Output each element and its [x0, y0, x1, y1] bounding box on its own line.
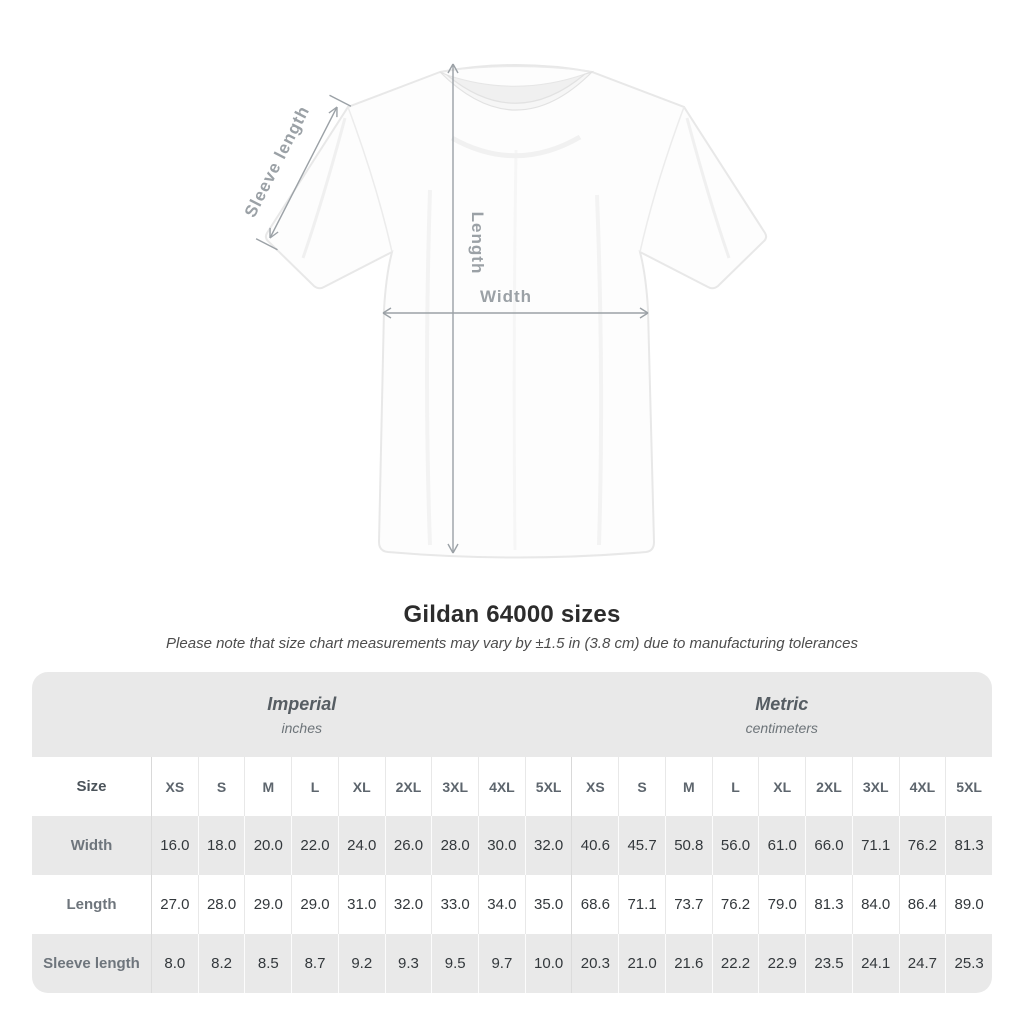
size-col: 5XL: [945, 757, 992, 816]
size-col: XL: [758, 757, 805, 816]
size-col: 3XL: [431, 757, 478, 816]
cell: 9.2: [337, 934, 385, 993]
metric-label: Metric: [755, 693, 809, 714]
length-dimension-arrow: [447, 63, 459, 554]
cell: 79.0: [758, 875, 805, 934]
size-col: XS: [571, 757, 618, 816]
size-col: 4XL: [898, 757, 946, 816]
cell: 71.1: [851, 816, 899, 875]
cell: 8.7: [291, 934, 338, 993]
cell: 10.0: [524, 934, 572, 993]
size-col: 4XL: [478, 757, 525, 816]
cell: 8.2: [197, 934, 245, 993]
cell: 35.0: [524, 875, 572, 934]
size-col: L: [711, 757, 759, 816]
cell: 22.2: [711, 934, 759, 993]
cell: 73.7: [664, 875, 712, 934]
cell: 28.0: [431, 816, 478, 875]
cell: 27.0: [151, 875, 198, 934]
size-col: M: [244, 757, 291, 816]
cell: 34.0: [478, 875, 525, 934]
cell: 71.1: [618, 875, 665, 934]
size-header-row: Size XS S M L XL 2XL 3XL 4XL 5XL XS S M …: [32, 757, 992, 816]
cell: 24.0: [337, 816, 385, 875]
row-label: Sleeve length: [43, 955, 140, 972]
tolerance-note: Please note that size chart measurements…: [166, 635, 858, 652]
cell: 8.0: [151, 934, 198, 993]
cell: 45.7: [618, 816, 665, 875]
imperial-header: Imperial inches: [32, 672, 572, 757]
size-col: XS: [151, 757, 198, 816]
table-row-width: Width 16.0 18.0 20.0 22.0 24.0 26.0 28.0…: [32, 816, 992, 875]
size-col: L: [291, 757, 338, 816]
cell: 61.0: [758, 816, 805, 875]
cell: 40.6: [571, 816, 618, 875]
cell: 81.3: [805, 875, 852, 934]
tshirt-illustration: [264, 64, 768, 559]
cell: 68.6: [571, 875, 618, 934]
metric-units: centimeters: [745, 719, 818, 736]
cell: 9.3: [384, 934, 432, 993]
cell: 31.0: [337, 875, 385, 934]
unit-header-band: Imperial inches Metric centimeters: [32, 672, 992, 757]
size-col: 2XL: [384, 757, 432, 816]
cell: 20.0: [244, 816, 291, 875]
cell: 84.0: [851, 875, 899, 934]
cell: 18.0: [197, 816, 245, 875]
size-table: Imperial inches Metric centimeters Size …: [32, 672, 992, 993]
sleeve-length-dimension-arrow: [255, 94, 352, 251]
size-col: 5XL: [524, 757, 572, 816]
size-col: M: [664, 757, 712, 816]
cell: 32.0: [384, 875, 432, 934]
imperial-units: inches: [281, 719, 322, 736]
cell: 20.3: [571, 934, 618, 993]
width-label: Width: [480, 287, 532, 306]
metric-header: Metric centimeters: [572, 672, 993, 757]
cell: 22.0: [291, 816, 338, 875]
cell: 33.0: [431, 875, 478, 934]
size-col: 2XL: [805, 757, 852, 816]
cell: 29.0: [291, 875, 338, 934]
cell: 24.1: [851, 934, 899, 993]
cell: 9.7: [478, 934, 525, 993]
cell: 76.2: [898, 816, 946, 875]
cell: 21.6: [664, 934, 712, 993]
cell: 76.2: [711, 875, 759, 934]
cell: 9.5: [431, 934, 478, 993]
cell: 29.0: [244, 875, 291, 934]
imperial-label: Imperial: [267, 693, 337, 714]
chart-title: Gildan 64000 sizes: [403, 601, 621, 628]
width-dimension-arrow: [382, 307, 649, 319]
cell: 28.0: [197, 875, 245, 934]
cell: 56.0: [711, 816, 759, 875]
table-row-length: Length 27.0 28.0 29.0 29.0 31.0 32.0 33.…: [32, 875, 992, 934]
row-label: Width: [70, 837, 113, 854]
cell: 66.0: [805, 816, 852, 875]
cell: 8.5: [244, 934, 291, 993]
cell: 89.0: [945, 875, 992, 934]
cell: 23.5: [805, 934, 852, 993]
size-col: S: [618, 757, 665, 816]
table-row-sleeve-length: Sleeve length 8.0 8.2 8.5 8.7 9.2 9.3 9.…: [32, 934, 992, 993]
cell: 30.0: [478, 816, 525, 875]
length-label: Length: [468, 212, 487, 275]
cell: 24.7: [898, 934, 946, 993]
size-col: S: [197, 757, 245, 816]
cell: 81.3: [945, 816, 992, 875]
cell: 25.3: [945, 934, 992, 993]
cell: 86.4: [898, 875, 946, 934]
cell: 50.8: [664, 816, 712, 875]
size-corner-label: Size: [76, 778, 107, 795]
size-diagram: Length Width Sleeve length: [241, 63, 768, 559]
cell: 26.0: [384, 816, 432, 875]
size-col: 3XL: [851, 757, 899, 816]
row-label: Length: [66, 896, 117, 913]
tshirt-diagram-svg: Length Width Sleeve length: [241, 63, 768, 559]
cell: 22.9: [758, 934, 805, 993]
size-col: XL: [337, 757, 385, 816]
cell: 21.0: [618, 934, 665, 993]
cell: 32.0: [524, 816, 572, 875]
cell: 16.0: [151, 816, 198, 875]
